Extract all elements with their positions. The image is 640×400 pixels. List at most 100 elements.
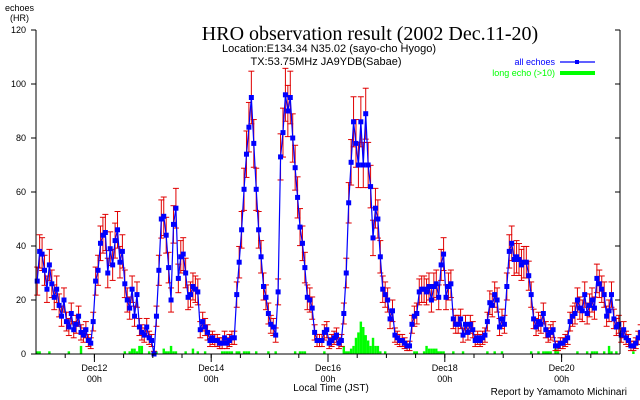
long-echo-bar xyxy=(79,345,83,354)
all-echoes-point xyxy=(197,327,203,333)
x-tick-label-time: 00h xyxy=(204,374,219,384)
all-echoes-point xyxy=(604,313,610,319)
all-echoes-point xyxy=(528,292,534,298)
long-echo-bar xyxy=(374,345,377,354)
all-echoes-point xyxy=(239,227,245,233)
all-echoes-point xyxy=(334,332,340,338)
all-echoes-point xyxy=(506,248,512,254)
all-echoes-point xyxy=(309,305,315,311)
all-echoes-point xyxy=(606,308,612,314)
all-echoes-point xyxy=(448,281,454,287)
all-echoes-point xyxy=(545,332,551,338)
long-echo-bar xyxy=(452,351,455,354)
all-echoes-point xyxy=(112,238,118,244)
all-echoes-point xyxy=(626,338,632,343)
all-echoes-point xyxy=(363,111,369,117)
all-echoes-point xyxy=(433,281,439,287)
all-echoes-point xyxy=(144,324,150,330)
long-echo-bar xyxy=(371,337,375,354)
axes: 020406080100120Dec1200hDec1400hDec1600hD… xyxy=(11,25,621,384)
all-echoes-point xyxy=(71,327,77,333)
long-echo-bar xyxy=(632,351,635,354)
all-echoes-point xyxy=(450,316,456,322)
all-echoes-point xyxy=(149,338,155,343)
all-echoes-point xyxy=(329,338,335,343)
long-echo-bar xyxy=(585,351,589,354)
long-echo-bar xyxy=(128,351,131,354)
long-echo-bar xyxy=(379,351,382,354)
all-echoes-point xyxy=(175,275,181,281)
long-echo-bar xyxy=(383,351,387,354)
all-echoes-point xyxy=(180,251,186,257)
long-echo-bar xyxy=(228,351,231,354)
all-echoes-point xyxy=(484,319,490,325)
all-echoes-point xyxy=(482,332,488,338)
all-echoes-point xyxy=(39,251,45,257)
long-echo-bar xyxy=(576,351,579,354)
all-echoes-point xyxy=(132,313,138,319)
y-tick-label: 0 xyxy=(21,349,26,359)
all-echoes-point xyxy=(44,286,50,292)
all-echoes-point xyxy=(324,327,330,333)
long-echo-bar xyxy=(342,345,346,354)
long-echo-bar xyxy=(196,351,200,354)
all-echoes-point xyxy=(282,92,288,98)
all-echoes-point xyxy=(80,332,86,338)
long-echo-bar xyxy=(184,351,187,354)
long-echo-bar xyxy=(235,351,238,354)
long-echo-bar xyxy=(225,351,229,354)
all-echoes-point xyxy=(105,270,111,276)
all-echoes-point xyxy=(256,227,262,233)
all-echoes-point xyxy=(548,329,554,335)
all-echoes-point xyxy=(572,311,578,316)
all-echoes-point xyxy=(251,140,257,146)
all-echoes-point xyxy=(438,262,444,268)
all-echoes-point xyxy=(426,284,432,289)
long-echo-bar xyxy=(38,351,41,354)
all-echoes-point xyxy=(616,321,622,327)
all-echoes-point xyxy=(514,254,520,260)
long-echo-bar xyxy=(430,348,433,354)
all-echoes-point xyxy=(234,292,240,298)
all-echoes-point xyxy=(489,302,495,308)
all-echoes-point xyxy=(205,329,211,335)
all-echoes-point xyxy=(351,119,357,125)
all-echoes-point xyxy=(290,135,296,141)
long-echo-bar xyxy=(140,345,144,354)
all-echoes-point xyxy=(202,324,208,330)
all-echoes-point xyxy=(526,273,532,279)
all-echoes-point xyxy=(543,327,549,333)
all-echoes-point xyxy=(97,240,103,246)
all-echoes-point xyxy=(567,319,573,325)
all-echoes-point xyxy=(158,216,164,222)
all-echoes-point xyxy=(480,335,486,341)
all-echoes-point xyxy=(635,335,640,341)
long-echo-bar xyxy=(203,351,207,354)
all-echoes-point xyxy=(54,286,60,292)
all-echoes-point xyxy=(392,332,398,338)
all-echoes-point xyxy=(458,316,464,322)
all-echoes-point xyxy=(445,284,451,289)
long-echo-bar xyxy=(607,345,611,354)
all-echoes-point xyxy=(424,289,430,295)
all-echoes-point xyxy=(370,235,376,241)
all-echoes-point xyxy=(183,270,189,276)
all-echoes-point xyxy=(285,108,291,114)
long-echo-bar xyxy=(247,351,251,354)
long-echo-bar xyxy=(432,348,436,354)
all-echoes-point xyxy=(589,297,595,303)
long-echo-bar xyxy=(242,351,246,354)
long-echo-bar xyxy=(602,351,606,354)
long-echo-bar xyxy=(537,351,540,354)
credit-text: Report by Yamamoto Michinari xyxy=(491,387,627,398)
all-echoes-point xyxy=(83,327,89,333)
all-echoes-point xyxy=(494,297,500,303)
all-echoes-point xyxy=(110,262,116,268)
long-echo-bar xyxy=(590,351,594,354)
all-echoes-point xyxy=(280,130,286,136)
long-echo-bar xyxy=(220,351,224,354)
all-echoes-point xyxy=(129,286,135,292)
all-echoes-point xyxy=(499,316,505,322)
long-echo-bar xyxy=(135,351,139,354)
all-echoes-point xyxy=(501,321,507,327)
